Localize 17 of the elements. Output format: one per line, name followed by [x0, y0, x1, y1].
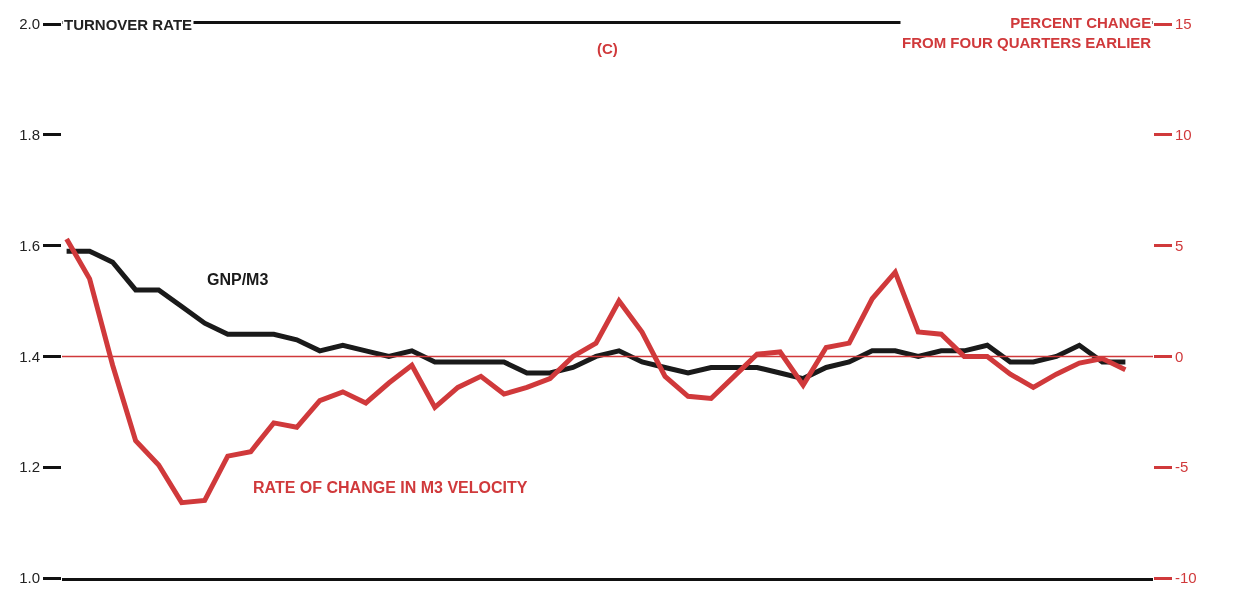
y2-axis-title: PERCENT CHANGE FROM FOUR QUARTERS EARLIER — [902, 14, 1152, 51]
y2-tick-label: 15 — [1175, 15, 1192, 33]
y2-tick-label: 5 — [1175, 236, 1184, 254]
annotation: (C) — [597, 40, 618, 57]
y2-tick-label: -5 — [1175, 458, 1189, 476]
y-tick-label: 1.0 — [19, 569, 40, 587]
y2-tick-label: 0 — [1175, 347, 1184, 365]
y-tick-label: 1.8 — [19, 126, 40, 144]
y-tick-label: 1.6 — [19, 236, 40, 254]
y2-tick-label: -10 — [1175, 569, 1197, 587]
series-label: GNP/M3 — [207, 271, 269, 288]
y-tick-label: 1.4 — [19, 347, 40, 365]
y-tick-label: 2.0 — [19, 15, 40, 33]
y-axis-title: TURNOVER RATE — [64, 16, 193, 33]
y-tick-label: 1.2 — [19, 458, 40, 476]
series-label: RATE OF CHANGE IN M3 VELOCITY — [253, 479, 528, 496]
y2-tick-label: 10 — [1175, 126, 1192, 144]
